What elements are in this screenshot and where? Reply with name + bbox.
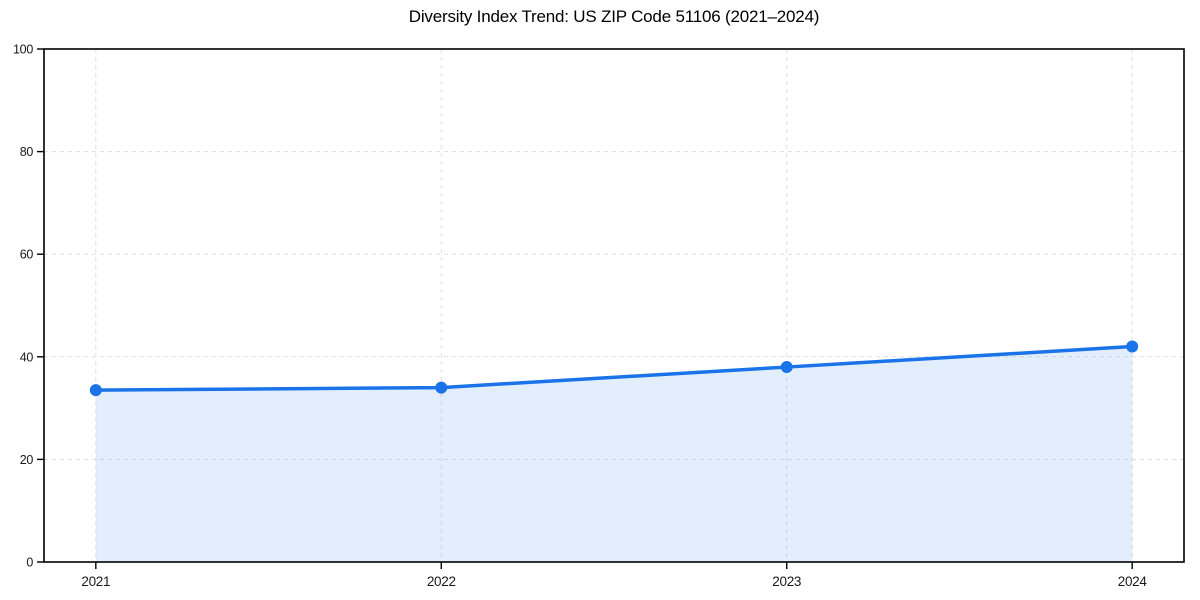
y-tick-label: 40: [20, 350, 34, 364]
x-tick-label: 2023: [772, 574, 801, 589]
x-tick-label: 2022: [427, 574, 456, 589]
series-area-fill: [95, 346, 1133, 562]
y-tick-label: 80: [20, 145, 34, 159]
y-tick-label: 60: [20, 248, 34, 262]
data-point-marker: [780, 361, 793, 374]
axes-spines: [43, 48, 1185, 563]
x-tick-label: 2024: [1118, 574, 1148, 589]
data-point-marker: [89, 384, 102, 397]
chart-title: Diversity Index Trend: US ZIP Code 51106…: [408, 7, 820, 26]
series-line: [94, 344, 1134, 392]
y-tick-label: 100: [13, 43, 33, 57]
y-tick-label: 0: [26, 556, 33, 570]
y-tick-label: 20: [20, 453, 34, 467]
data-point-marker: [1126, 340, 1139, 353]
data-point-marker: [435, 381, 448, 394]
x-tick-label: 2021: [81, 574, 110, 589]
